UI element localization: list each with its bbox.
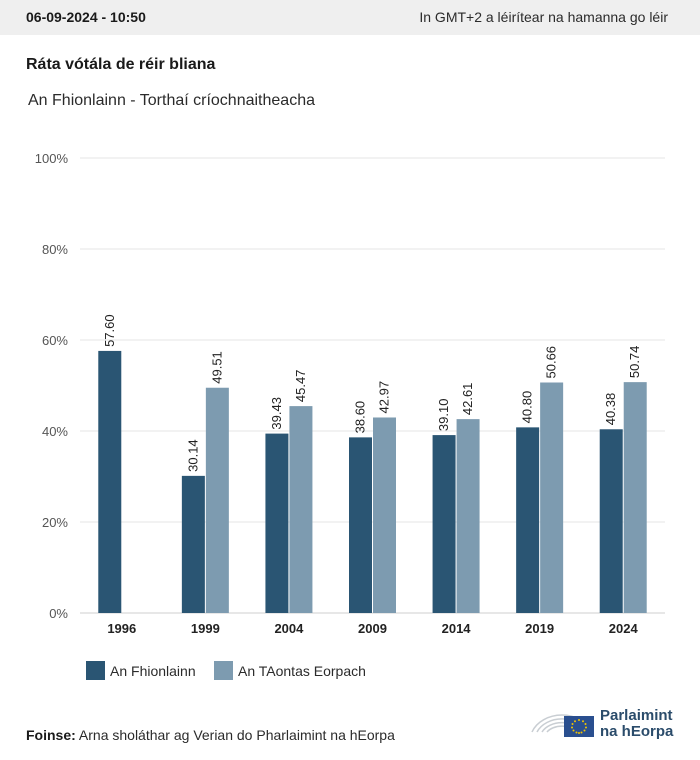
logo-line-1: Parlaimint bbox=[600, 707, 673, 724]
bar-finland bbox=[516, 427, 540, 613]
x-tick-label: 1999 bbox=[191, 621, 220, 636]
data-label: 57.60 bbox=[102, 314, 117, 347]
data-label: 42.97 bbox=[377, 381, 392, 414]
data-label: 49.51 bbox=[209, 351, 224, 384]
bar-eu bbox=[205, 387, 229, 613]
x-tick-label: 1996 bbox=[107, 621, 136, 636]
header-bar: 06-09-2024 - 10:50 In GMT+2 a léirítear … bbox=[0, 0, 700, 35]
bar-finland bbox=[265, 433, 289, 613]
y-tick-label: 100% bbox=[35, 151, 69, 166]
bar-eu bbox=[456, 419, 480, 613]
data-label: 42.61 bbox=[460, 383, 475, 416]
chart-title: Ráta vótála de réir bliana bbox=[26, 56, 216, 73]
data-label: 50.66 bbox=[544, 346, 559, 379]
y-tick-label: 20% bbox=[42, 515, 68, 530]
y-tick-label: 80% bbox=[42, 242, 68, 257]
data-label: 39.10 bbox=[436, 399, 451, 432]
chart-subtitle: An Fhionlainn - Torthaí críochnaitheacha bbox=[28, 92, 315, 109]
legend-swatch-finland bbox=[86, 661, 105, 680]
logo-line-2: na hEorpa bbox=[600, 723, 674, 740]
x-tick-label: 2019 bbox=[525, 621, 554, 636]
legend-label-eu: An TAontas Eorpach bbox=[238, 663, 366, 679]
bar-finland bbox=[599, 429, 623, 613]
source-label: Foinse: bbox=[26, 727, 76, 743]
data-label: 50.74 bbox=[627, 346, 642, 379]
bar-finland bbox=[181, 475, 205, 613]
x-tick-label: 2014 bbox=[442, 621, 472, 636]
legend-label-finland: An Fhionlainn bbox=[110, 663, 196, 679]
data-label: 39.43 bbox=[269, 397, 284, 430]
bar-finland bbox=[432, 435, 456, 613]
hemicycle-icon bbox=[531, 714, 594, 737]
bar-eu bbox=[623, 382, 647, 613]
data-label: 45.47 bbox=[293, 370, 308, 403]
y-tick-label: 0% bbox=[49, 606, 68, 621]
x-tick-label: 2004 bbox=[274, 621, 304, 636]
legend-swatch-eu bbox=[214, 661, 233, 680]
timestamp: 06-09-2024 - 10:50 bbox=[26, 9, 146, 25]
x-tick-label: 2024 bbox=[609, 621, 639, 636]
y-tick-label: 60% bbox=[42, 333, 68, 348]
source-note: Foinse: Arna sholáthar ag Verian do Phar… bbox=[26, 727, 395, 743]
bar-eu bbox=[373, 417, 396, 613]
y-tick-label: 40% bbox=[42, 424, 68, 439]
source-text: Arna sholáthar ag Verian do Pharlaimint … bbox=[78, 727, 395, 743]
timezone-note: In GMT+2 a léirítear na hamanna go léir bbox=[419, 9, 668, 25]
data-label: 30.14 bbox=[185, 439, 200, 472]
bar-chart: 0% 20% 40% 60% 80% 100% 1996 57.60 1999 30.14 49.5… bbox=[35, 151, 665, 636]
bar-eu bbox=[540, 382, 564, 613]
parliament-logo: Parlaimint na hEorpa bbox=[530, 702, 680, 742]
data-label: 40.80 bbox=[520, 391, 535, 424]
x-tick-label: 2009 bbox=[358, 621, 387, 636]
data-label: 40.38 bbox=[603, 393, 618, 426]
data-label: 38.60 bbox=[353, 401, 368, 434]
bar-finland bbox=[98, 350, 122, 613]
bar-eu bbox=[289, 406, 313, 613]
logo-text: Parlaimint na hEorpa bbox=[600, 708, 673, 740]
bar-finland bbox=[349, 437, 372, 613]
